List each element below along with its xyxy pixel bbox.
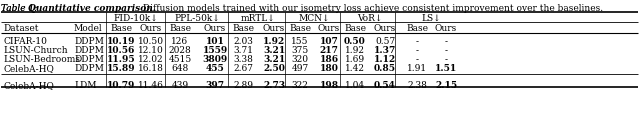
Text: 12.10: 12.10 — [138, 46, 164, 55]
Text: CelebA-HQ: CelebA-HQ — [3, 81, 54, 90]
Text: 3.71: 3.71 — [233, 46, 253, 55]
Text: -: - — [445, 37, 447, 46]
Text: 217: 217 — [319, 46, 339, 55]
Text: VoR↓: VoR↓ — [357, 14, 383, 23]
Text: FID-10k↓: FID-10k↓ — [114, 14, 158, 23]
Text: 1.92: 1.92 — [345, 46, 365, 55]
Text: 439: 439 — [172, 81, 189, 90]
Text: Ours: Ours — [204, 24, 226, 33]
Text: DDPM: DDPM — [74, 64, 104, 73]
Text: mRTL↓: mRTL↓ — [241, 14, 276, 23]
Text: 375: 375 — [291, 46, 308, 55]
Text: 3.21: 3.21 — [263, 46, 285, 55]
Text: 16.18: 16.18 — [138, 64, 164, 73]
Text: 320: 320 — [291, 55, 308, 64]
Text: Ours: Ours — [435, 24, 457, 33]
Text: Table 1:: Table 1: — [1, 4, 40, 13]
Text: 10.19: 10.19 — [107, 37, 135, 46]
Text: 11.95: 11.95 — [107, 55, 135, 64]
Text: 11.46: 11.46 — [138, 81, 164, 90]
Text: CIFAR-10: CIFAR-10 — [3, 37, 47, 46]
Text: 1.51: 1.51 — [435, 64, 457, 73]
Text: 3809: 3809 — [202, 55, 228, 64]
Text: 0.85: 0.85 — [374, 64, 396, 73]
Text: Base: Base — [406, 24, 428, 33]
Text: 1.04: 1.04 — [345, 81, 365, 90]
Text: Table 1:: Table 1: — [1, 4, 40, 13]
Text: 497: 497 — [291, 64, 308, 73]
Text: LDM: LDM — [74, 81, 97, 90]
Text: 1.69: 1.69 — [345, 55, 365, 64]
Text: LSUN-Bedrooms: LSUN-Bedrooms — [3, 55, 80, 64]
Text: 198: 198 — [319, 81, 339, 90]
Text: LSUN-Church: LSUN-Church — [3, 46, 68, 55]
Text: Base: Base — [110, 24, 132, 33]
Text: Base: Base — [344, 24, 366, 33]
Text: -: - — [415, 55, 419, 64]
Text: 107: 107 — [319, 37, 339, 46]
Text: 186: 186 — [319, 55, 339, 64]
Text: 455: 455 — [205, 64, 225, 73]
Text: 1.37: 1.37 — [374, 46, 396, 55]
Text: DDPM: DDPM — [74, 37, 104, 46]
Text: 3.21: 3.21 — [263, 55, 285, 64]
Text: 2.73: 2.73 — [263, 81, 285, 90]
Text: Ours: Ours — [140, 24, 162, 33]
Text: -: - — [445, 55, 447, 64]
Text: -: - — [415, 46, 419, 55]
Text: 101: 101 — [205, 37, 225, 46]
Text: Base: Base — [289, 24, 311, 33]
Text: 12.02: 12.02 — [138, 55, 164, 64]
Text: 126: 126 — [172, 37, 189, 46]
Text: -: - — [415, 37, 419, 46]
Text: DDPM: DDPM — [74, 46, 104, 55]
Text: Ours: Ours — [263, 24, 285, 33]
Text: 1559: 1559 — [202, 46, 228, 55]
Text: Dataset: Dataset — [3, 24, 38, 33]
Text: -: - — [445, 46, 447, 55]
Text: 0.57: 0.57 — [375, 37, 395, 46]
Text: 2.15: 2.15 — [435, 81, 457, 90]
Text: 0.54: 0.54 — [374, 81, 396, 90]
Text: 2028: 2028 — [168, 46, 191, 55]
Text: 3.38: 3.38 — [233, 55, 253, 64]
Text: 322: 322 — [292, 81, 308, 90]
Text: 2.50: 2.50 — [263, 64, 285, 73]
Text: 1.92: 1.92 — [263, 37, 285, 46]
Text: Base: Base — [169, 24, 191, 33]
Text: 397: 397 — [205, 81, 225, 90]
Text: LS↓: LS↓ — [422, 14, 442, 23]
Text: 2.89: 2.89 — [233, 81, 253, 90]
Text: Quantitative comparison.: Quantitative comparison. — [28, 4, 156, 13]
Text: MCN↓: MCN↓ — [299, 14, 330, 23]
Text: 15.89: 15.89 — [107, 64, 135, 73]
Text: 648: 648 — [172, 64, 189, 73]
Text: 0.50: 0.50 — [344, 37, 366, 46]
Text: PPL-50k↓: PPL-50k↓ — [175, 14, 220, 23]
Text: 4515: 4515 — [168, 55, 191, 64]
Text: Diffusion models trained with our isometry loss achieve consistent improvement o: Diffusion models trained with our isomet… — [140, 4, 603, 13]
Text: 155: 155 — [291, 37, 308, 46]
Text: 2.67: 2.67 — [233, 64, 253, 73]
Text: 1.42: 1.42 — [345, 64, 365, 73]
Text: Ours: Ours — [318, 24, 340, 33]
Text: Base: Base — [232, 24, 254, 33]
Text: 2.03: 2.03 — [233, 37, 253, 46]
Text: 1.91: 1.91 — [407, 64, 427, 73]
Text: 10.79: 10.79 — [107, 81, 135, 90]
Text: 10.56: 10.56 — [107, 46, 135, 55]
Text: DDPM: DDPM — [74, 55, 104, 64]
Text: 2.38: 2.38 — [407, 81, 427, 90]
Text: 1.12: 1.12 — [374, 55, 396, 64]
Text: Ours: Ours — [374, 24, 396, 33]
Text: Model: Model — [74, 24, 102, 33]
Text: 180: 180 — [319, 64, 339, 73]
Text: CelebA-HQ: CelebA-HQ — [3, 64, 54, 73]
Text: 10.50: 10.50 — [138, 37, 164, 46]
